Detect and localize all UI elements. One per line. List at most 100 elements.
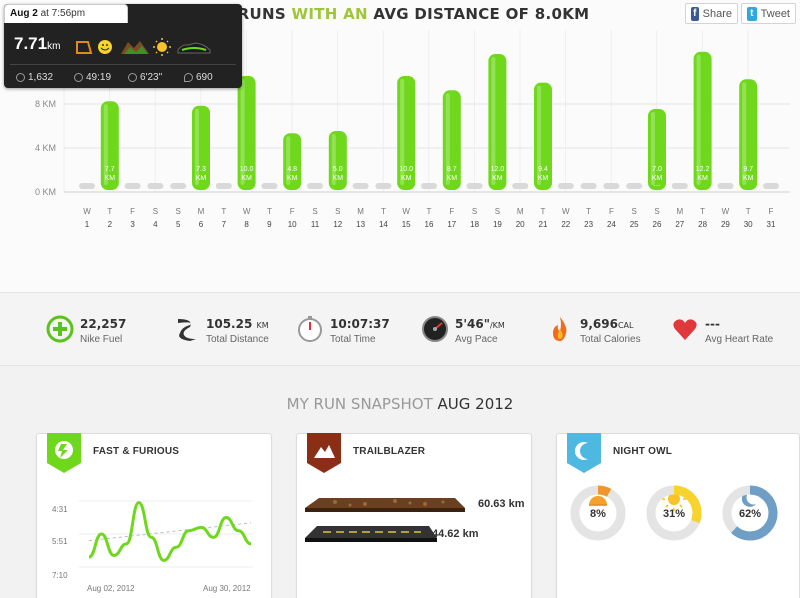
tooltip-duration-value: 49:19 (86, 72, 112, 83)
stat-number: 9,696 (580, 317, 618, 331)
ring-chart: 31% (646, 485, 702, 541)
stat-value: 10:07:37 (330, 317, 390, 331)
pace-icon (128, 73, 137, 82)
ring-percent-label: 62% (739, 508, 761, 520)
x-weekday-label: S (632, 207, 637, 216)
bar-value-label: 5.0 (333, 166, 343, 173)
ring-percent-label: 8% (590, 508, 606, 520)
run-chart-panel: 0 KM 4 KM 8 KM 7.7 KM 7.3 KM 10.0 KM 4.8 KM 5.0 KM 1… (0, 0, 800, 292)
bar-highlight (195, 108, 199, 185)
clock-icon (74, 73, 83, 82)
run-bar[interactable] (693, 51, 712, 190)
x-day-label: 30 (744, 220, 753, 229)
pace-xlabel-end: Aug 30, 2012 (203, 584, 251, 593)
facebook-icon: f (691, 6, 699, 21)
x-weekday-label: W (243, 207, 251, 216)
x-weekday-label: M (198, 207, 205, 216)
stat-label: Nike Fuel (80, 334, 123, 345)
bar-highlight (103, 104, 108, 185)
speedometer-icon (422, 316, 448, 342)
x-weekday-label: M (517, 207, 524, 216)
x-weekday-label: T (700, 207, 705, 216)
run-bar[interactable] (739, 79, 758, 190)
x-day-label: 14 (379, 220, 388, 229)
bar-value-label: 4.8 (287, 166, 297, 173)
run-bar[interactable] (442, 90, 461, 190)
run-bar[interactable] (283, 133, 302, 190)
x-weekday-label: T (381, 207, 386, 216)
stat-label: Total Time (330, 334, 376, 345)
x-day-label: 31 (767, 220, 776, 229)
bar-highlight (742, 82, 747, 185)
card-night-owl[interactable]: NIGHT OWL 8% 31% 62% (556, 433, 800, 598)
bar-highlight (491, 57, 496, 185)
stat-number: 105.25 (206, 317, 253, 331)
run-bar[interactable] (488, 54, 507, 190)
bar-value-label: 10.0 (399, 166, 413, 173)
tooltip-distance-unit: km (47, 41, 61, 52)
snapshot-label: MY RUN SNAPSHOT (286, 395, 433, 413)
bar-unit-label: KM (196, 175, 207, 182)
y-tick-label: 4 KM (35, 143, 56, 153)
empty-day-pill (124, 183, 141, 189)
x-weekday-label: S (654, 207, 659, 216)
distance-bar-chart: 0 KM 4 KM 8 KM 7.7 KM 7.3 KM 10.0 KM 4.8 KM 5.0 KM 1… (35, 30, 790, 229)
run-bar[interactable] (237, 76, 256, 190)
run-bar[interactable] (328, 131, 347, 190)
run-bar[interactable] (100, 101, 119, 190)
x-day-label: 8 (244, 220, 249, 229)
x-weekday-label: S (472, 207, 477, 216)
empty-day-pill (603, 183, 620, 189)
empty-day-pill (307, 183, 323, 189)
heart-icon (673, 319, 697, 340)
bar-unit-label: KM (697, 175, 708, 182)
twitter-tweet-button[interactable]: t Tweet (741, 3, 796, 24)
headline-connector: WITH AN (291, 5, 368, 23)
x-weekday-label: T (427, 207, 432, 216)
x-day-label: 17 (447, 220, 456, 229)
x-weekday-label: W (402, 207, 410, 216)
ring-fill (570, 485, 626, 541)
run-bar[interactable] (192, 105, 210, 190)
snapshot-title: MY RUN SNAPSHOT AUG 2012 (0, 395, 800, 413)
bar-highlight (331, 134, 336, 185)
tooltip-pace-value: 6'23" (140, 72, 163, 83)
stat-value: 5'46"/KM (455, 317, 505, 331)
tooltip-divider (10, 64, 236, 65)
ring-fill (722, 485, 778, 541)
card-title: TRAILBLAZER (353, 446, 426, 457)
x-weekday-label: M (357, 207, 364, 216)
ring-chart: 8% (570, 485, 626, 541)
run-bar[interactable] (648, 109, 666, 190)
empty-day-pill (763, 183, 779, 189)
x-weekday-label: W (562, 207, 570, 216)
x-weekday-label: T (107, 207, 112, 216)
stat-value: 9,696CAL (580, 317, 633, 331)
stat-unit: CAL (617, 321, 634, 330)
card-trailblazer[interactable]: TRAILBLAZER 60.63 km 44.62 km (296, 433, 532, 598)
x-weekday-label: S (153, 207, 158, 216)
empty-day-pill (580, 183, 597, 189)
bar-unit-label: KM (241, 175, 252, 182)
run-bar[interactable] (397, 76, 416, 190)
trail-shoe-icon (121, 41, 149, 54)
moon-badge-icon (567, 433, 601, 473)
twitter-icon: t (747, 6, 757, 21)
tweet-label: Tweet (760, 7, 790, 20)
facebook-share-button[interactable]: f Share (685, 3, 738, 24)
stat-unit: /KM (489, 321, 505, 330)
empty-day-pill (421, 183, 437, 189)
x-day-label: 5 (176, 220, 181, 229)
x-weekday-label: T (541, 207, 546, 216)
road-icon (178, 319, 196, 341)
run-bar[interactable] (534, 82, 552, 190)
x-day-label: 18 (470, 220, 479, 229)
stat-value: 105.25 KM (206, 317, 269, 331)
ring-fill (646, 485, 702, 541)
stopwatch-icon (298, 316, 322, 342)
y-tick-label: 8 KM (35, 99, 56, 109)
tooltip-time: at 7:56pm (40, 8, 86, 19)
card-fast-furious[interactable]: FAST & FURIOUS 4:31 5:51 7:10 Aug 02, 20… (36, 433, 272, 598)
x-day-label: 27 (675, 220, 684, 229)
bar-value-label: 7.3 (196, 166, 206, 173)
